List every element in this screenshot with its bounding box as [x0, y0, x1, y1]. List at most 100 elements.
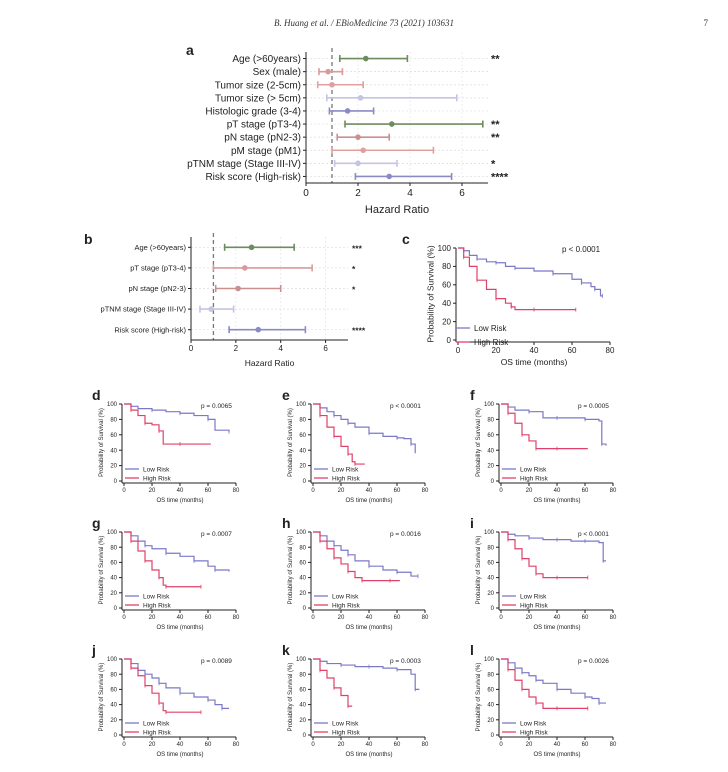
x-tick-label: 0 [122, 615, 126, 621]
significance-label: ** [491, 54, 500, 66]
page-number: 7 [703, 18, 709, 28]
significance-label: * [352, 285, 356, 295]
x-tick-label: 20 [338, 742, 345, 748]
p-value-label: p = 0.0016 [390, 531, 421, 538]
row-label: Histologic grade (3-4) [205, 106, 301, 117]
y-tick-label: 60 [299, 561, 306, 567]
survival-curve-high-risk [124, 531, 201, 588]
p-value-label: p < 0.0001 [562, 245, 601, 254]
legend-label: Low Risk [143, 593, 170, 600]
x-tick-label: 0 [189, 344, 194, 353]
y-axis-label: Probability of Survival (%) [476, 536, 482, 605]
y-tick-label: 60 [299, 433, 306, 439]
legend-label: High Risk [520, 475, 549, 482]
y-tick-label: 20 [299, 591, 306, 597]
x-axis-label: OS time (months) [501, 357, 568, 367]
y-tick-label: 80 [110, 418, 117, 424]
y-axis-label: Probability of Survival (%) [426, 245, 436, 342]
hazard-ratio-point [325, 68, 331, 75]
y-tick-label: 20 [487, 718, 494, 724]
y-tick-label: 40 [299, 703, 306, 709]
x-tick-label: 80 [233, 488, 240, 494]
y-tick-label: 80 [487, 545, 494, 551]
survival-curve-low-risk [501, 403, 607, 446]
x-tick-label: 0 [122, 742, 126, 748]
x-tick-label: 40 [530, 346, 539, 355]
y-tick-label: 20 [442, 317, 451, 326]
p-value-label: p = 0.0005 [578, 403, 609, 410]
x-tick-label: 80 [606, 346, 615, 355]
p-value-label: p = 0.0007 [201, 531, 232, 538]
y-tick-label: 60 [110, 561, 117, 567]
y-tick-label: 100 [438, 244, 452, 253]
significance-label: ** [491, 119, 500, 131]
x-tick-label: 60 [394, 615, 401, 621]
y-tick-label: 40 [110, 448, 117, 454]
legend-label: High Risk [332, 475, 361, 482]
survival-curve-high-risk [501, 658, 588, 709]
x-tick-label: 40 [554, 615, 561, 621]
panel-label-k: k [282, 642, 290, 658]
survival-curve-low-risk [124, 658, 229, 709]
panel-label-l: l [470, 642, 474, 658]
survival-curve-low-risk [313, 531, 418, 577]
y-tick-label: 20 [110, 718, 117, 724]
y-tick-label: 100 [484, 530, 495, 536]
y-tick-label: 80 [110, 545, 117, 551]
y-tick-label: 100 [296, 657, 307, 663]
row-label: pTNM stage (Stage III-IV) [101, 305, 187, 314]
forest-plot-b: b 0 2 4 6 Hazard Ratio Age (>60years) *** pT sta… [84, 231, 366, 368]
panel-label-a: a [186, 42, 194, 58]
survival-curve-low-risk [501, 658, 606, 704]
p-value-label: p = 0.0003 [390, 658, 421, 665]
y-tick-label: 100 [107, 530, 118, 536]
x-tick-label: 60 [205, 742, 212, 748]
y-tick-label: 60 [442, 281, 451, 290]
y-tick-label: 40 [487, 576, 494, 582]
panel-label-h: h [282, 515, 291, 531]
panel-label-f: f [470, 387, 475, 403]
x-tick-label: 80 [422, 615, 429, 621]
row-label: pTNM stage (Stage III-IV) [187, 159, 301, 170]
x-axis-label: OS time (months) [533, 498, 580, 504]
legend-label: Low Risk [332, 593, 359, 600]
row-label: Sex (male) [253, 67, 301, 78]
row-label: pN stage (pN2-3) [224, 133, 301, 144]
survival-curve-high-risk [313, 531, 400, 582]
survival-curve-low-risk [501, 531, 606, 562]
y-axis-label: Probability of Survival (%) [99, 663, 105, 732]
hazard-ratio-point [389, 121, 395, 127]
x-tick-label: 0 [311, 488, 315, 494]
hazard-ratio-point [208, 306, 214, 312]
row-label: pT stage (pT3-4) [227, 120, 301, 131]
significance-label: **** [491, 171, 509, 183]
survival-curve-high-risk [313, 403, 365, 465]
legend-label: Low Risk [520, 720, 547, 727]
y-tick-label: 20 [110, 591, 117, 597]
panel-label-g: g [92, 515, 101, 531]
survival-curve-high-risk [124, 658, 201, 713]
y-tick-label: 80 [487, 672, 494, 678]
x-tick-label: 60 [394, 742, 401, 748]
hazard-ratio-point [344, 108, 351, 114]
x-tick-label: 60 [205, 488, 212, 494]
x-axis-label: OS time (months) [156, 625, 203, 631]
row-label: pT stage (pT3-4) [130, 264, 186, 273]
y-axis-label: Probability of Survival (%) [288, 663, 294, 732]
x-tick-label: 0 [499, 615, 503, 621]
x-tick-label: 4 [407, 188, 413, 199]
survival-curve-high-risk [313, 658, 353, 707]
km-plot-e: e 0 20 40 60 80 0 20 40 60 80 100 OS time (months) Pr… [282, 387, 429, 504]
x-tick-label: 60 [582, 742, 589, 748]
p-value-label: p = 0.0026 [578, 658, 609, 665]
x-tick-label: 60 [205, 615, 212, 621]
km-plot-g: g 0 20 40 60 80 0 20 40 60 80 100 OS time (months) Pr… [92, 515, 240, 631]
survival-curve-high-risk [124, 403, 211, 445]
x-tick-label: 0 [311, 742, 315, 748]
x-axis-label: OS time (months) [156, 752, 203, 758]
y-tick-label: 100 [484, 657, 495, 663]
x-axis-label: OS time (months) [156, 498, 203, 504]
hazard-ratio-point [242, 265, 248, 271]
legend-label: High Risk [520, 602, 549, 609]
